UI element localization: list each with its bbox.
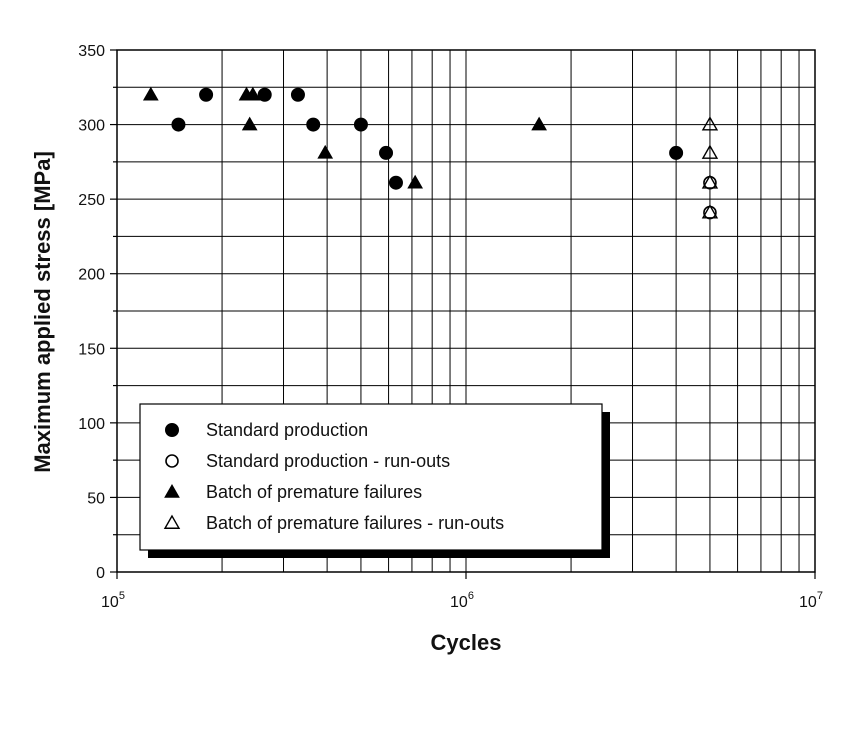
y-tick-label: 250 bbox=[78, 192, 105, 209]
legend-entry: Batch of premature failures - run-outs bbox=[206, 513, 504, 533]
legend-entry: Standard production bbox=[206, 420, 368, 440]
data-point bbox=[701, 116, 719, 131]
y-tick-label: 50 bbox=[87, 490, 105, 507]
data-point bbox=[290, 87, 305, 102]
x-tick-label: 107 bbox=[799, 590, 823, 611]
data-point bbox=[407, 174, 424, 189]
y-tick-label: 100 bbox=[78, 416, 105, 433]
y-tick-label: 200 bbox=[78, 267, 105, 284]
y-tick-labels: 0 50 100 150 200 250 300 350 bbox=[78, 43, 105, 582]
legend-entry: Standard production - run-outs bbox=[206, 451, 450, 471]
data-point bbox=[379, 145, 394, 160]
data-point bbox=[669, 145, 684, 160]
legend-entry: Batch of premature failures bbox=[206, 482, 422, 502]
axes bbox=[110, 49, 816, 579]
legend-box bbox=[139, 403, 603, 551]
x-tick-label: 106 bbox=[450, 590, 474, 611]
legend-marker bbox=[163, 514, 181, 529]
data-point bbox=[241, 116, 258, 131]
y-axis-label: Maximum applied stress [MPa] bbox=[30, 151, 55, 473]
data-point bbox=[353, 117, 368, 132]
data-points bbox=[142, 86, 719, 220]
x-tick-label: 105 bbox=[101, 590, 125, 611]
data-point bbox=[701, 174, 719, 189]
data-point bbox=[171, 117, 186, 132]
data-point bbox=[531, 116, 547, 131]
x-tick-labels: 105 106 107 bbox=[101, 590, 823, 611]
legend-marker bbox=[165, 454, 179, 468]
data-point bbox=[317, 144, 334, 159]
legend-marker bbox=[165, 423, 179, 437]
data-point bbox=[257, 87, 272, 102]
y-tick-label: 350 bbox=[78, 43, 105, 60]
data-point bbox=[244, 86, 261, 101]
legend-marker bbox=[164, 483, 180, 498]
legend: Standard production Standard production -… bbox=[139, 403, 610, 558]
data-point bbox=[142, 86, 159, 101]
x-axis-label: Cycles bbox=[431, 630, 502, 655]
data-point bbox=[306, 117, 321, 132]
y-tick-label: 300 bbox=[78, 118, 105, 135]
y-tick-label: 150 bbox=[78, 341, 105, 358]
y-tick-label: 0 bbox=[96, 565, 105, 582]
data-point bbox=[388, 175, 403, 190]
data-point bbox=[701, 144, 719, 159]
data-point bbox=[701, 204, 719, 219]
data-point bbox=[199, 87, 214, 102]
